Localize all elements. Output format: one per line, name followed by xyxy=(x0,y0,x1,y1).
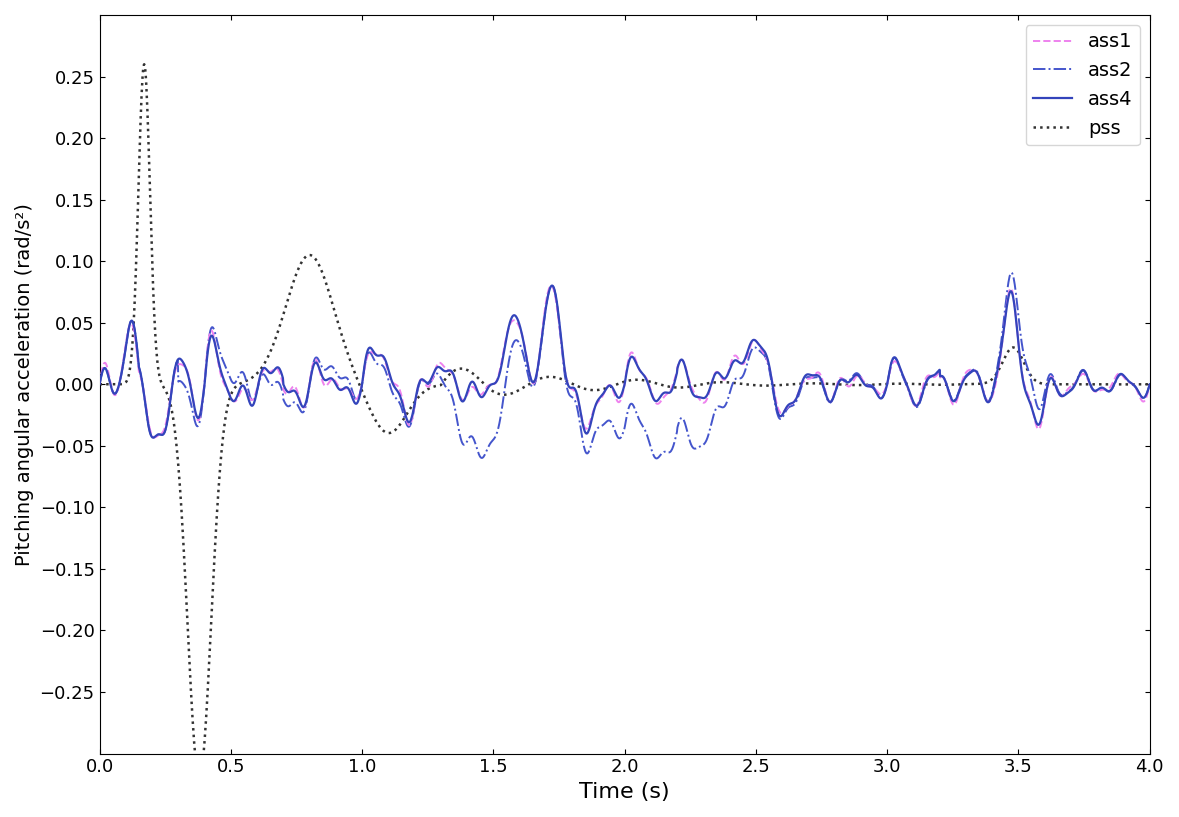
Line: pss: pss xyxy=(99,65,1150,779)
ass4 xyxy=(1142,379,1157,389)
Y-axis label: Pitching angular acceleration (rad/s²): Pitching angular acceleration (rad/s²) xyxy=(15,203,34,565)
pss xyxy=(92,379,106,389)
ass4 xyxy=(92,379,106,389)
ass2 xyxy=(1142,379,1157,389)
ass2 xyxy=(1005,268,1019,278)
pss xyxy=(146,297,160,306)
ass4 xyxy=(1113,369,1127,379)
ass2 xyxy=(92,379,106,389)
ass1 xyxy=(577,419,591,429)
ass1 xyxy=(1113,368,1127,378)
Legend: ass1, ass2, ass4, pss: ass1, ass2, ass4, pss xyxy=(1026,25,1140,145)
ass2 xyxy=(1113,370,1127,380)
ass4 xyxy=(604,382,618,391)
ass4 xyxy=(577,422,591,431)
ass4 xyxy=(146,433,160,443)
ass4 xyxy=(921,374,935,384)
ass2 xyxy=(920,376,934,386)
ass1 xyxy=(1113,368,1127,378)
ass1 xyxy=(146,432,160,442)
ass1 xyxy=(921,371,935,381)
Line: ass1: ass1 xyxy=(99,285,1150,437)
ass4 xyxy=(1113,369,1127,379)
ass4 xyxy=(146,433,160,443)
Line: ass2: ass2 xyxy=(99,273,1150,458)
pss xyxy=(604,382,618,391)
X-axis label: Time (s): Time (s) xyxy=(579,782,670,802)
ass1 xyxy=(545,280,559,290)
ass2 xyxy=(146,433,160,443)
ass2 xyxy=(1113,370,1127,380)
pss xyxy=(1113,380,1127,390)
pss xyxy=(1142,379,1157,389)
ass4 xyxy=(545,281,559,291)
ass1 xyxy=(1142,379,1157,389)
ass2 xyxy=(604,416,618,426)
ass1 xyxy=(92,379,106,389)
pss xyxy=(1113,380,1127,390)
ass2 xyxy=(650,453,664,463)
ass2 xyxy=(575,434,590,444)
Line: ass4: ass4 xyxy=(99,286,1150,438)
pss xyxy=(577,383,591,393)
pss xyxy=(192,774,206,784)
pss xyxy=(921,380,935,390)
pss xyxy=(137,60,151,69)
ass1 xyxy=(604,382,618,391)
ass1 xyxy=(147,432,162,442)
